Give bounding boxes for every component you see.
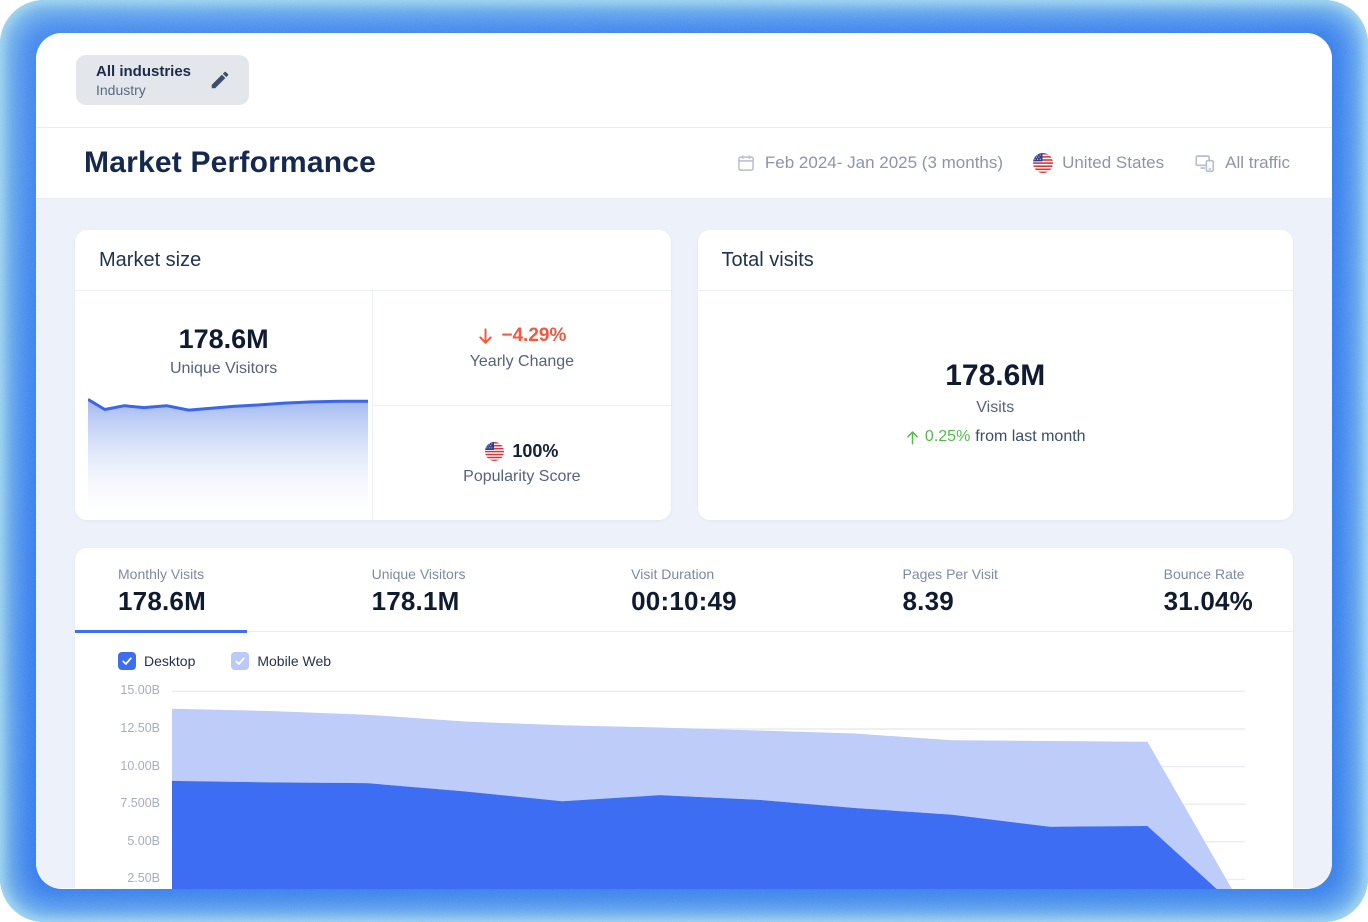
tab-bounce-rate[interactable]: Bounce Rate 31.04% [1163, 566, 1253, 616]
page-title: Market Performance [84, 146, 377, 179]
area-chart-plot [172, 690, 1245, 889]
arrow-down-icon [479, 327, 493, 344]
y-tick: 2.50B [127, 871, 160, 886]
unique-visitors-cell: 178.6M Unique Visitors [75, 291, 372, 520]
industry-filter-text: All industries Industry [96, 62, 191, 99]
popularity-label: Popularity Score [463, 467, 581, 485]
yearly-change-value: −4.29% [501, 325, 567, 346]
summary-cards-row: Market size 178.6M Unique Visitors [75, 230, 1293, 520]
tab-visit-duration[interactable]: Visit Duration 00:10:49 [631, 566, 737, 616]
header-filters: Feb 2024- Jan 2025 (3 months) [736, 152, 1290, 174]
industry-filter-chip[interactable]: All industries Industry [76, 55, 250, 105]
popularity-value-line: 100% [485, 441, 558, 462]
active-tab-indicator [75, 630, 247, 633]
tab-unique-visitors[interactable]: Unique Visitors 178.1M [371, 566, 466, 616]
total-visits-content: 178.6M Visits 0.25% from last month [698, 291, 1294, 520]
legend-desktop[interactable]: Desktop [118, 652, 195, 670]
yearly-change-label: Yearly Change [469, 353, 575, 370]
stacked-area-chart: 15.00B 12.50B 10.00B 7.500B 5.00B 2.50B [75, 676, 1293, 889]
legend-mobile-web-label: Mobile Web [257, 653, 332, 669]
total-visits-label: Visits [976, 399, 1015, 416]
popularity-value: 100% [512, 440, 559, 461]
y-tick: 10.00B [120, 758, 160, 773]
mobile-web-checkbox[interactable] [231, 652, 250, 670]
yearly-change-value-line: −4.29% [477, 325, 566, 347]
dashboard-body: Market size 178.6M Unique Visitors [36, 199, 1332, 889]
us-flag-icon [485, 441, 505, 461]
popularity-score-cell: 100% Popularity Score [373, 405, 671, 520]
yearly-change-cell: −4.29% Yearly Change [373, 291, 670, 405]
page-header: Market Performance Feb 2024- Jan 2025 (3… [36, 128, 1332, 199]
date-range-filter[interactable]: Feb 2024- Jan 2025 (3 months) [736, 153, 1003, 173]
total-visits-delta: 0.25% [924, 428, 971, 445]
date-range-text: Feb 2024- Jan 2025 (3 months) [764, 153, 1004, 172]
market-size-content: 178.6M Unique Visitors [75, 291, 671, 520]
metric-tabs: Monthly Visits 178.6M Unique Visitors 17… [75, 548, 1293, 633]
y-tick: 7.500B [120, 796, 160, 811]
y-tick: 15.00B [120, 683, 160, 698]
checkmark-icon [235, 657, 246, 665]
us-flag-icon [1033, 153, 1054, 173]
y-tick: 5.00B [127, 833, 160, 848]
y-axis-labels: 15.00B 12.50B 10.00B 7.500B 5.00B 2.50B [75, 676, 160, 889]
edit-pencil-icon[interactable] [209, 69, 231, 91]
arrow-up-icon [907, 430, 918, 444]
app-window: All industries Industry Market Performan… [36, 33, 1332, 889]
calendar-icon [738, 155, 754, 171]
tab-pages-per-visit[interactable]: Pages Per Visit 8.39 [902, 566, 998, 616]
total-visits-delta-suffix: from last month [975, 428, 1086, 445]
unique-visitors-value: 178.6M [178, 324, 269, 354]
total-visits-title: Total visits [697, 230, 1293, 291]
country-text: United States [1062, 153, 1165, 172]
market-size-title: Market size [75, 230, 671, 291]
desktop-checkbox[interactable] [118, 652, 136, 670]
market-size-card: Market size 178.6M Unique Visitors [75, 230, 671, 520]
unique-visitors-sparkline-chart [88, 398, 368, 520]
traffic-metrics-card: Monthly Visits 178.6M Unique Visitors 17… [75, 548, 1293, 889]
chart-legend: Desktop Mobile Web [75, 632, 1293, 676]
country-filter[interactable]: United States [1033, 153, 1164, 173]
legend-mobile-web[interactable]: Mobile Web [231, 652, 331, 670]
top-bar: All industries Industry [36, 33, 1332, 128]
checkmark-icon [122, 657, 132, 665]
market-size-side-cells: −4.29% Yearly Change [372, 291, 671, 520]
total-visits-card: Total visits 178.6M Visits 0.25% from la… [697, 230, 1294, 520]
total-visits-delta-line: 0.25% from last month [905, 428, 1086, 446]
y-tick: 12.50B [120, 721, 160, 735]
industry-filter-value: All industries [96, 62, 192, 80]
traffic-text: All traffic [1225, 153, 1290, 172]
total-visits-value: 178.6M [945, 359, 1046, 392]
tab-monthly-visits[interactable]: Monthly Visits 178.6M [118, 566, 206, 616]
unique-visitors-label: Unique Visitors [169, 360, 278, 377]
traffic-filter[interactable]: All traffic [1194, 152, 1290, 174]
devices-icon [1195, 155, 1215, 173]
industry-filter-label: Industry [96, 81, 146, 98]
legend-desktop-label: Desktop [144, 653, 196, 669]
